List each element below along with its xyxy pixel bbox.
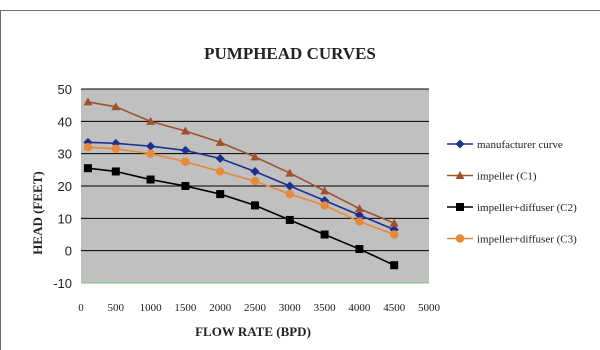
legend-label: impeller+diffuser (C3): [477, 234, 577, 246]
x-tick-label: 4500: [383, 302, 406, 314]
x-tick-label: 5000: [418, 302, 441, 314]
data-point: [320, 201, 329, 210]
data-point: [390, 261, 399, 270]
legend-marker: [455, 234, 465, 243]
data-point: [250, 152, 260, 161]
y-tick-label: 50: [58, 82, 72, 97]
series-2: [83, 164, 399, 270]
data-point: [320, 230, 329, 239]
series-line: [87, 101, 395, 224]
legend-label: impeller+diffuser (C2): [477, 202, 577, 214]
data-point: [285, 189, 294, 199]
data-point: [146, 175, 155, 184]
data-point: [83, 143, 93, 152]
data-point: [216, 190, 225, 199]
legend-marker: [456, 203, 464, 211]
y-axis-ticks: -10 0 10 20 30 40 50: [53, 82, 72, 291]
x-tick-label: 0: [78, 302, 84, 314]
data-point: [320, 186, 330, 195]
data-point: [355, 217, 364, 226]
data-point: [354, 210, 364, 220]
legend-marker: [455, 139, 465, 149]
series-1: [83, 97, 399, 227]
data-point: [390, 230, 399, 239]
gridlines: [81, 88, 429, 284]
data-point: [180, 126, 190, 135]
data-point: [216, 167, 225, 176]
data-point: [146, 149, 155, 158]
y-tick-label: -10: [53, 276, 72, 291]
data-point: [215, 154, 225, 164]
data-point: [111, 167, 120, 176]
x-tick-label: 500: [108, 302, 125, 314]
data-point: [285, 215, 294, 224]
x-tick-label: 2000: [209, 302, 232, 314]
data-point: [181, 157, 190, 166]
x-tick-label: 3500: [314, 302, 337, 314]
data-point: [250, 176, 260, 186]
data-point: [111, 102, 121, 111]
series-line: [87, 141, 395, 231]
data-point: [285, 181, 295, 191]
series-layer: [83, 97, 399, 270]
legend-item: impeller (C1): [447, 171, 537, 183]
data-point: [180, 145, 190, 155]
y-tick-label: 20: [58, 179, 72, 194]
data-point: [251, 201, 259, 210]
x-tick-label: 2500: [244, 302, 267, 314]
y-tick-label: 0: [65, 244, 72, 259]
data-point: [355, 245, 364, 254]
series-line: [87, 146, 395, 236]
chart-title: PUMPHEAD CURVES: [204, 44, 376, 63]
legend-label: manufacturer curve: [477, 139, 563, 151]
legend-label: impeller (C1): [477, 171, 537, 183]
data-point: [354, 204, 364, 213]
y-tick-label: 10: [58, 211, 72, 226]
legend: manufacturer curve impeller (C1) impeller+…: [447, 139, 577, 246]
data-point: [83, 97, 93, 106]
data-point: [250, 166, 260, 176]
data-point: [146, 141, 156, 151]
series-3: [83, 143, 399, 239]
x-tick-label: 1500: [174, 302, 197, 314]
pumphead-chart: PUMPHEAD CURVES -10 0 10 20 30 40 50 0 500 1000 1…: [30, 44, 577, 339]
data-point: [181, 182, 190, 190]
x-axis-ticks: 0 500 1000 1500 2000 2500 3000 3500 4000 4500 5000: [78, 302, 440, 314]
y-tick-label: 40: [58, 114, 72, 129]
data-point: [215, 137, 225, 146]
legend-item: manufacturer curve: [447, 139, 563, 151]
x-tick-label: 4000: [348, 302, 371, 314]
x-tick-label: 1000: [140, 302, 163, 314]
chart-frame: PUMPHEAD CURVES -10 0 10 20 30 40 50 0 500 1000 1…: [0, 10, 600, 350]
series-line: [87, 167, 395, 266]
data-point: [111, 144, 121, 154]
legend-item: impeller+diffuser (C2): [447, 202, 577, 214]
y-axis-title: HEAD (FEET): [30, 171, 45, 254]
data-point: [389, 218, 399, 227]
legend-marker: [455, 171, 465, 179]
x-tick-label: 3000: [279, 302, 302, 314]
x-axis-title: FLOW RATE (BPD): [195, 324, 311, 339]
data-point: [146, 116, 156, 125]
legend-item: impeller+diffuser (C3): [447, 234, 577, 246]
data-point: [83, 164, 92, 173]
y-tick-label: 30: [58, 147, 72, 162]
data-point: [285, 168, 295, 177]
